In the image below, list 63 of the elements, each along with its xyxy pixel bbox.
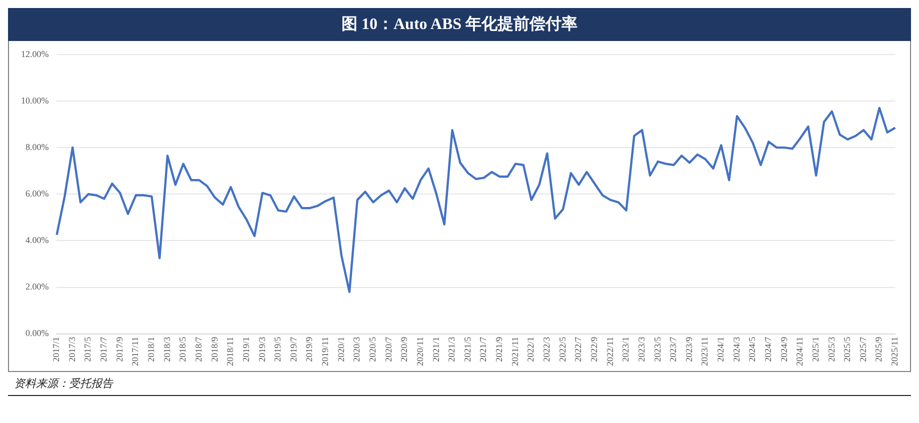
x-tick-label: 2025/9 <box>874 336 884 362</box>
y-tick-label: 6.00% <box>25 188 50 198</box>
x-tick-label: 2020/1 <box>336 336 346 362</box>
y-tick-label: 8.00% <box>25 142 50 152</box>
x-tick-label: 2017/1 <box>51 336 62 362</box>
x-tick-label: 2017/7 <box>98 336 109 362</box>
x-tick-label: 2023/11 <box>700 336 710 366</box>
x-tick-label: 2018/1 <box>146 336 156 362</box>
x-tick-label: 2018/7 <box>193 336 204 362</box>
x-tick-label: 2022/3 <box>542 336 552 362</box>
y-tick-label: 2.00% <box>25 282 50 292</box>
x-tick-label: 2023/1 <box>620 336 631 362</box>
y-tick-label: 10.00% <box>20 95 50 106</box>
x-tick-label: 2021/3 <box>446 336 457 362</box>
x-tick-label: 2017/5 <box>82 336 93 362</box>
x-tick-label: 2018/9 <box>209 336 220 362</box>
x-tick-label: 2017/11 <box>130 336 140 366</box>
x-tick-label: 2024/1 <box>716 336 726 362</box>
x-tick-label: 2023/3 <box>636 336 646 362</box>
x-tick-label: 2024/5 <box>747 336 758 362</box>
x-tick-label: 2018/3 <box>162 336 172 362</box>
x-tick-label: 2018/11 <box>225 336 236 366</box>
x-tick-label: 2025/1 <box>810 336 820 362</box>
y-tick-label: 0.00% <box>25 328 50 338</box>
x-tick-label: 2025/11 <box>890 336 900 366</box>
x-tick-label: 2017/3 <box>66 336 77 362</box>
x-tick-label: 2019/5 <box>272 336 283 362</box>
x-tick-label: 2021/11 <box>510 336 520 366</box>
x-tick-label: 2019/9 <box>304 336 314 362</box>
x-tick-label: 2023/7 <box>668 336 678 362</box>
x-tick-label: 2022/1 <box>526 336 536 362</box>
x-tick-label: 2022/7 <box>573 336 584 362</box>
x-tick-label: 2022/11 <box>604 336 615 366</box>
x-tick-label: 2019/7 <box>288 336 298 362</box>
x-tick-label: 2021/7 <box>478 336 488 362</box>
x-tick-label: 2025/3 <box>826 336 836 362</box>
x-tick-label: 2017/9 <box>114 336 124 362</box>
x-tick-label: 2018/5 <box>178 336 188 362</box>
x-tick-label: 2020/9 <box>399 336 410 362</box>
x-tick-label: 2021/1 <box>430 336 441 362</box>
x-tick-label: 2020/3 <box>352 336 362 362</box>
chart-title: 图 10：Auto ABS 年化提前偿付率 <box>8 8 911 41</box>
x-tick-label: 2024/11 <box>794 336 805 366</box>
x-tick-label: 2025/7 <box>858 336 868 362</box>
x-tick-label: 2020/7 <box>383 336 394 362</box>
x-tick-label: 2024/3 <box>731 336 742 362</box>
x-tick-label: 2019/3 <box>256 336 267 362</box>
x-tick-label: 2025/5 <box>842 336 852 362</box>
x-tick-label: 2023/9 <box>684 336 694 362</box>
x-tick-label: 2020/5 <box>368 336 378 362</box>
x-tick-label: 2021/5 <box>462 336 472 362</box>
x-tick-label: 2024/7 <box>763 336 773 362</box>
x-tick-label: 2021/9 <box>494 336 504 362</box>
y-tick-label: 12.00% <box>20 48 50 59</box>
y-tick-label: 4.00% <box>25 235 50 246</box>
text: 资料来源：受托报告 <box>14 376 114 391</box>
x-tick-label: 2020/11 <box>414 336 425 366</box>
x-tick-label: 2019/1 <box>240 336 251 362</box>
x-tick-label: 2019/11 <box>320 336 330 366</box>
x-tick-label: 2024/9 <box>778 336 789 362</box>
x-tick-label: 2022/9 <box>588 336 599 362</box>
x-tick-label: 2022/5 <box>557 336 568 362</box>
x-tick-label: 2023/5 <box>652 336 662 362</box>
